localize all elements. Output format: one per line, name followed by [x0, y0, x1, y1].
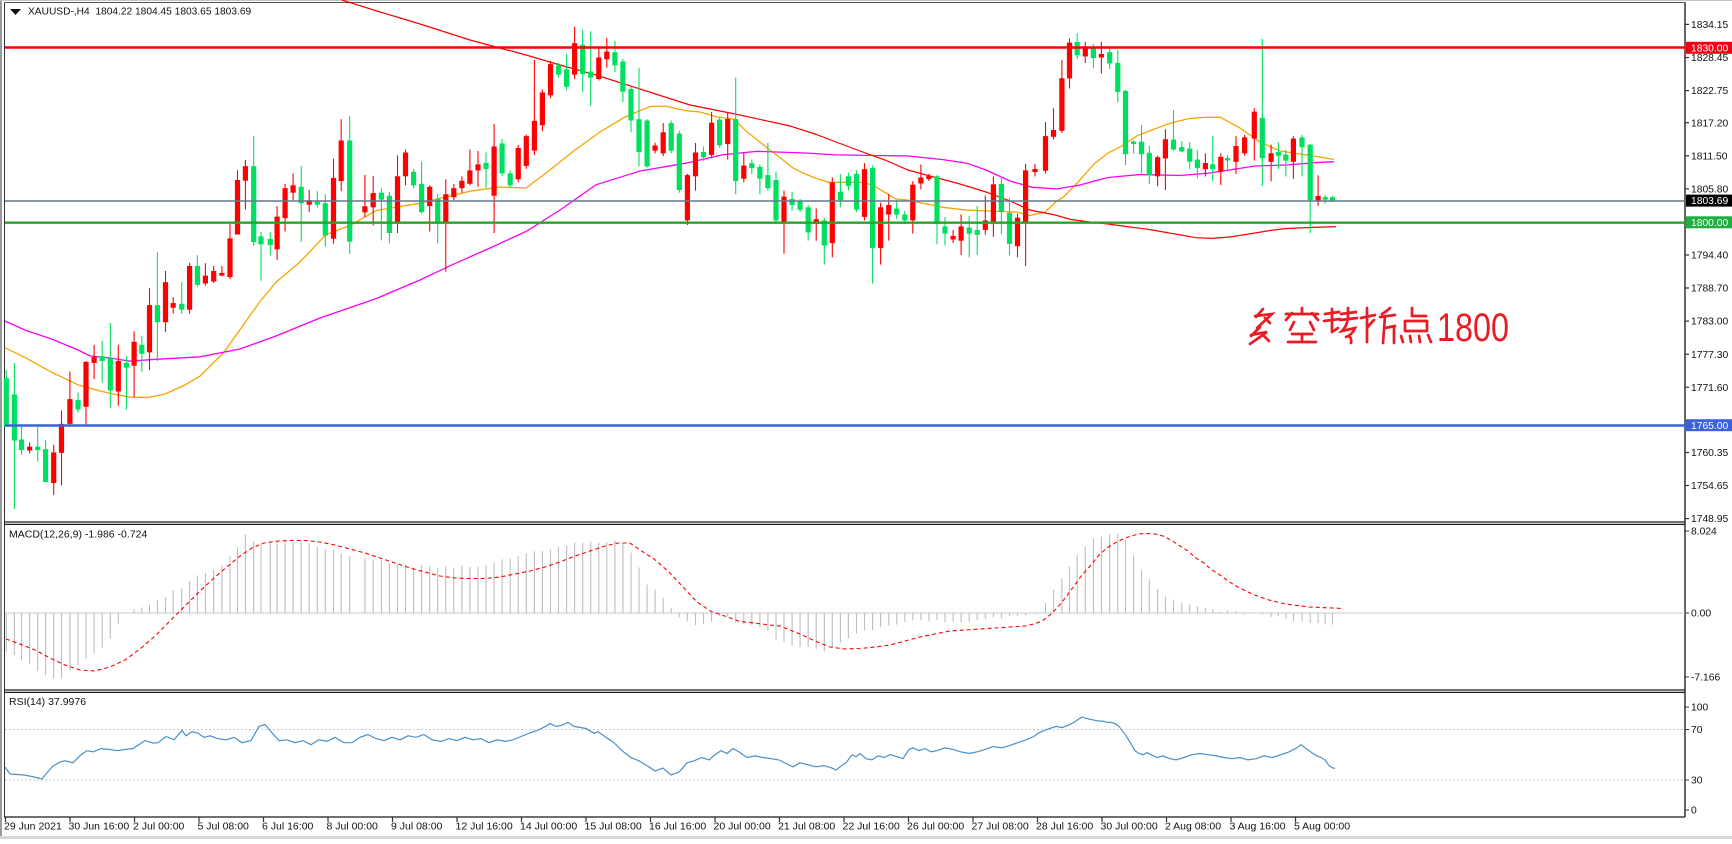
- svg-text:0.00: 0.00: [1691, 609, 1711, 620]
- svg-text:0: 0: [1691, 806, 1697, 817]
- svg-text:27 Jul 08:00: 27 Jul 08:00: [972, 821, 1029, 833]
- svg-text:XAUUSD-,H4 1804.22 1804.45 18: XAUUSD-,H4 1804.22 1804.45 1803.65 1803.…: [28, 6, 251, 17]
- svg-text:1777.30: 1777.30: [1691, 350, 1728, 361]
- svg-text:1800: 1800: [1437, 306, 1509, 350]
- svg-text:3 Aug 16:00: 3 Aug 16:00: [1230, 821, 1286, 833]
- svg-text:5 Jul 08:00: 5 Jul 08:00: [198, 821, 250, 833]
- svg-text:1800.00: 1800.00: [1691, 218, 1728, 229]
- svg-text:28 Jul 16:00: 28 Jul 16:00: [1036, 821, 1093, 833]
- svg-text:MACD(12,26,9) -1.986 -0.724: MACD(12,26,9) -1.986 -0.724: [9, 529, 147, 541]
- svg-text:5 Aug 00:00: 5 Aug 00:00: [1294, 821, 1350, 833]
- svg-text:14 Jul 00:00: 14 Jul 00:00: [520, 821, 577, 833]
- svg-text:30 Jun 16:00: 30 Jun 16:00: [69, 821, 130, 833]
- svg-text:8.024: 8.024: [1691, 527, 1717, 538]
- svg-text:21 Jul 08:00: 21 Jul 08:00: [778, 821, 835, 833]
- svg-text:1794.40: 1794.40: [1691, 251, 1728, 262]
- svg-text:1822.75: 1822.75: [1691, 86, 1728, 97]
- svg-text:1765.00: 1765.00: [1691, 421, 1728, 432]
- svg-text:26 Jul 00:00: 26 Jul 00:00: [907, 821, 964, 833]
- svg-text:9 Jul 08:00: 9 Jul 08:00: [391, 821, 443, 833]
- svg-text:1760.35: 1760.35: [1691, 448, 1728, 459]
- svg-text:1805.80: 1805.80: [1691, 185, 1728, 196]
- svg-text:1754.65: 1754.65: [1691, 481, 1728, 492]
- svg-text:1817.20: 1817.20: [1691, 118, 1728, 129]
- svg-text:16 Jul 16:00: 16 Jul 16:00: [649, 821, 706, 833]
- svg-text:RSI(14) 37.9976: RSI(14) 37.9976: [9, 696, 86, 708]
- svg-text:8 Jul 00:00: 8 Jul 00:00: [327, 821, 379, 833]
- svg-text:22 Jul 16:00: 22 Jul 16:00: [843, 821, 900, 833]
- svg-text:1803.69: 1803.69: [1691, 196, 1728, 207]
- svg-text:70: 70: [1691, 725, 1703, 736]
- svg-text:1834.15: 1834.15: [1691, 20, 1728, 31]
- svg-text:1748.95: 1748.95: [1691, 514, 1728, 525]
- svg-text:20 Jul 00:00: 20 Jul 00:00: [714, 821, 771, 833]
- svg-text:12 Jul 16:00: 12 Jul 16:00: [456, 821, 513, 833]
- svg-text:30 Jul 00:00: 30 Jul 00:00: [1101, 821, 1158, 833]
- svg-text:1788.70: 1788.70: [1691, 284, 1728, 295]
- svg-text:100: 100: [1691, 703, 1708, 714]
- svg-text:1783.00: 1783.00: [1691, 317, 1728, 328]
- svg-text:1830.00: 1830.00: [1691, 43, 1728, 54]
- svg-text:1811.50: 1811.50: [1691, 151, 1728, 162]
- svg-text:30: 30: [1691, 776, 1703, 787]
- svg-text:6 Jul 16:00: 6 Jul 16:00: [262, 821, 314, 833]
- svg-text:-7.166: -7.166: [1691, 673, 1720, 684]
- svg-text:2 Jul 00:00: 2 Jul 00:00: [133, 821, 185, 833]
- svg-text:1828.45: 1828.45: [1691, 53, 1728, 64]
- svg-text:2 Aug 08:00: 2 Aug 08:00: [1165, 821, 1221, 833]
- svg-text:29 Jun 2021: 29 Jun 2021: [4, 821, 62, 833]
- svg-text:1771.60: 1771.60: [1691, 383, 1728, 394]
- svg-text:15 Jul 08:00: 15 Jul 08:00: [585, 821, 642, 833]
